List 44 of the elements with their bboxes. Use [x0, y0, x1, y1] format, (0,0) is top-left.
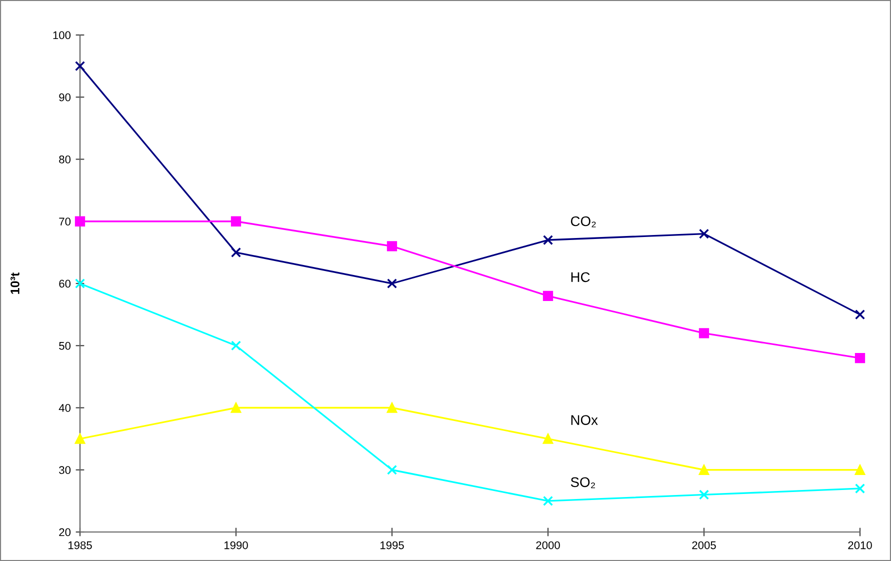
y-tick-label: 20: [59, 528, 71, 536]
point: [698, 464, 710, 475]
point: [386, 241, 398, 252]
point: [74, 60, 86, 72]
point: [74, 278, 86, 289]
point: [386, 278, 398, 289]
point: [230, 247, 242, 258]
y-axis-title: 10³t: [10, 272, 20, 294]
y-tick-label: 60: [59, 280, 71, 288]
point: [542, 234, 554, 246]
point: [854, 483, 866, 494]
y-tick-label: 50: [59, 342, 71, 350]
point: [698, 328, 710, 338]
point: [230, 340, 242, 351]
point: [698, 490, 710, 500]
point: [854, 309, 866, 320]
x-tick-label: 2010: [848, 541, 872, 550]
x-tick-label: 1995: [380, 541, 404, 550]
y-tick-label: 100: [53, 31, 71, 40]
point: [854, 464, 866, 475]
point: [230, 402, 242, 413]
point: [386, 402, 398, 413]
y-tick-label: 30: [59, 466, 71, 474]
point: [74, 216, 86, 226]
point: [230, 216, 242, 226]
y-tick-label: 80: [59, 156, 71, 164]
x-tick-label: 2000: [536, 541, 560, 550]
y-tick-label: 90: [59, 93, 71, 102]
x-tick-label: 2005: [692, 541, 716, 550]
series-label: NOx: [571, 415, 598, 425]
point: [542, 290, 554, 301]
point: [854, 352, 866, 364]
y-tick-label: 40: [58, 404, 71, 412]
series-label: SO₂: [570, 477, 595, 488]
point: [698, 228, 710, 239]
y-tick-label: 70: [59, 218, 71, 226]
point: [542, 496, 554, 506]
series-label: CO₂: [570, 216, 596, 228]
point: [542, 434, 554, 444]
x-tick-label: 1985: [68, 541, 92, 550]
x-tick-label: 1990: [224, 541, 248, 550]
point: [74, 434, 86, 444]
series-label: HC: [571, 272, 590, 282]
point: [386, 464, 398, 475]
